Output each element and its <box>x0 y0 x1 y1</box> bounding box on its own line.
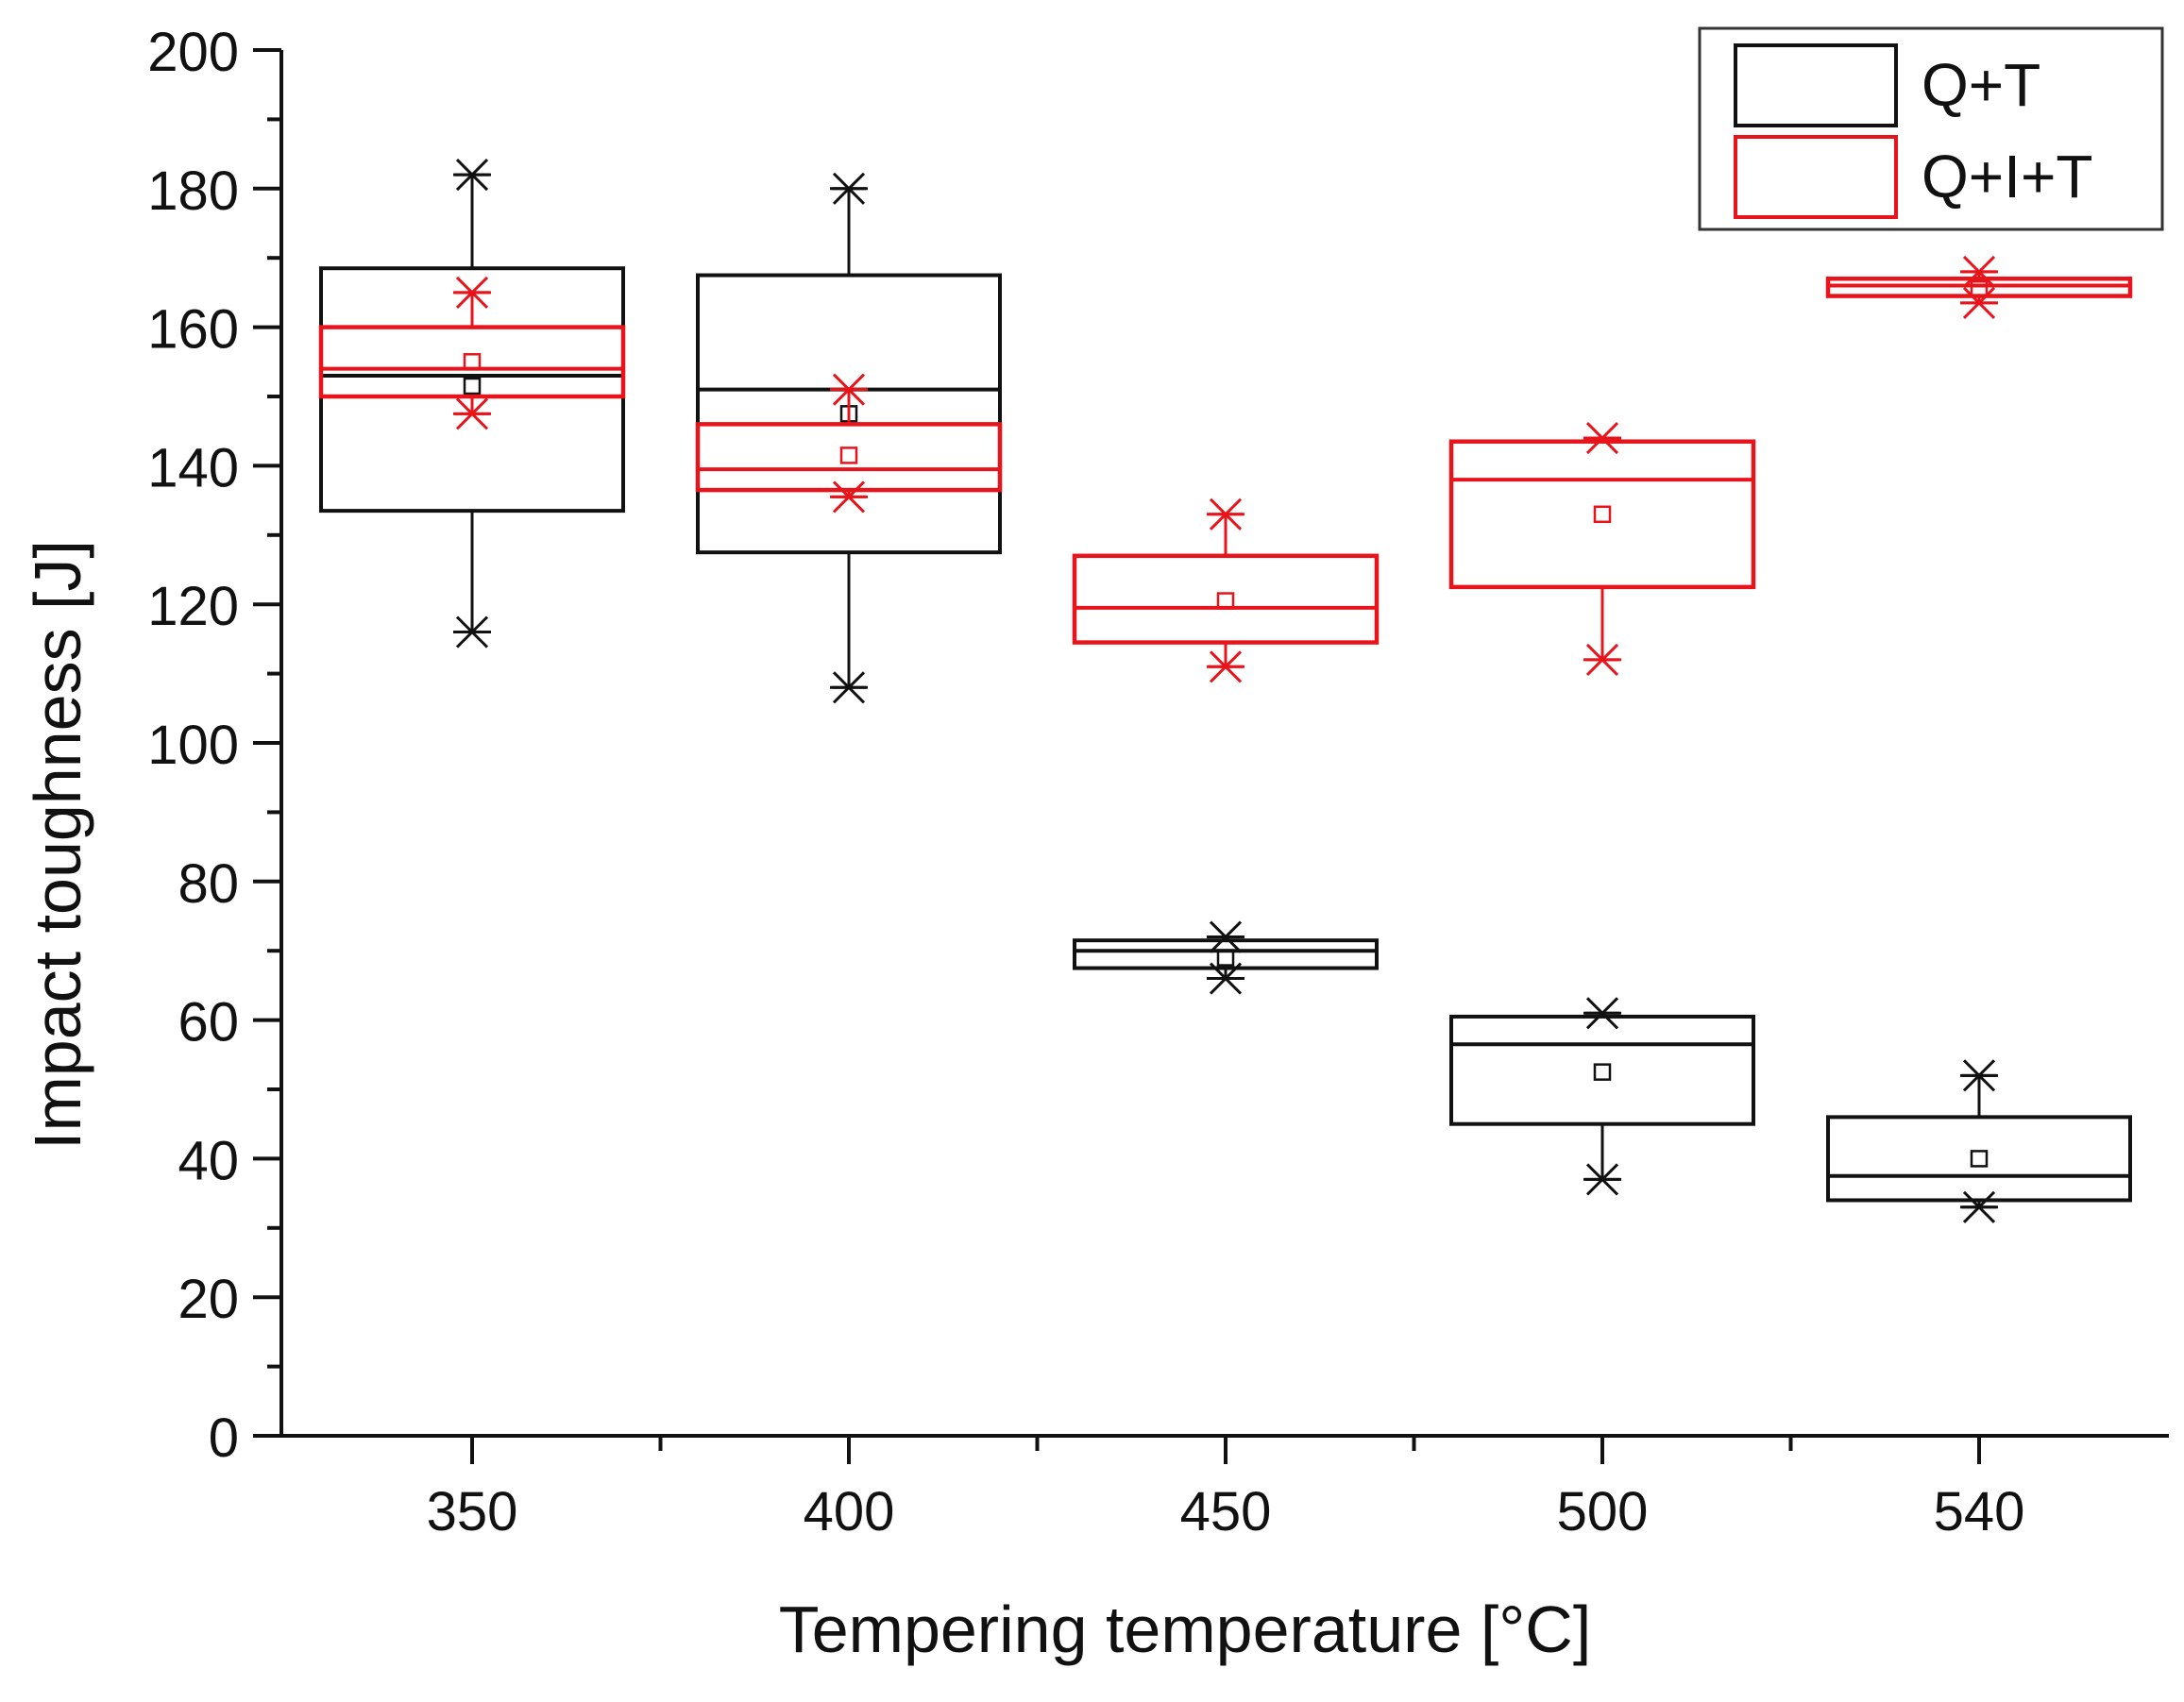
y-tick-label: 120 <box>147 576 239 637</box>
legend-swatch-q-t <box>1734 43 1898 127</box>
box-q-t <box>1449 1014 1755 1126</box>
x-tick-label: 540 <box>1934 1481 2025 1542</box>
x-tick-label: 450 <box>1180 1481 1272 1542</box>
mean-marker-q-t <box>463 377 482 396</box>
y-tick-label: 200 <box>147 22 239 83</box>
mean-marker-q-i-t <box>839 447 858 464</box>
box-q-i-t <box>1448 439 1756 590</box>
y-axis-label: Impact toughness [J] <box>21 540 94 1150</box>
y-tick-label: 20 <box>178 1269 239 1330</box>
legend-label-q-i-t: Q+I+T <box>1922 143 2092 211</box>
x-axis-label: Tempering temperature [°C] <box>779 1592 1592 1666</box>
y-tick-label: 180 <box>147 160 239 222</box>
y-tick-label: 160 <box>147 299 239 361</box>
box-q-t <box>1826 1115 2132 1203</box>
legend-swatch-q-i-t <box>1734 135 1898 219</box>
y-tick-label: 100 <box>147 715 239 776</box>
y-tick-label: 40 <box>178 1130 239 1191</box>
legend-label-q-t: Q+T <box>1922 51 2040 119</box>
mean-marker-q-t <box>1216 949 1235 967</box>
box-q-t <box>1073 938 1379 970</box>
box-q-i-t <box>318 325 626 399</box>
box-q-i-t <box>695 422 1003 493</box>
y-tick-label: 140 <box>147 437 239 498</box>
y-tick-label: 60 <box>178 992 239 1053</box>
mean-marker-q-i-t <box>1970 279 1989 298</box>
mean-marker-q-t <box>1593 1063 1612 1081</box>
mean-marker-q-i-t <box>1593 505 1612 524</box>
legend-frame <box>1698 26 2164 231</box>
box-series-layer <box>318 159 2133 1223</box>
x-tick-label: 350 <box>427 1481 518 1542</box>
mean-marker-q-i-t <box>1216 592 1235 610</box>
x-tick-label: 400 <box>804 1481 895 1542</box>
box-q-t <box>696 273 1002 555</box>
y-tick-label: 0 <box>209 1407 239 1469</box>
x-tick-label: 500 <box>1557 1481 1649 1542</box>
box-q-i-t <box>1072 553 1380 645</box>
y-tick-label: 80 <box>178 853 239 915</box>
mean-marker-q-t <box>1970 1150 1989 1168</box>
axes-layer: 0 20 40 60 80 100 120 140 160 180 200 350 400 450 500 5… <box>147 22 2169 1542</box>
legend: Q+T Q+I+T <box>1698 26 2164 231</box>
mean-marker-q-i-t <box>463 353 482 371</box>
